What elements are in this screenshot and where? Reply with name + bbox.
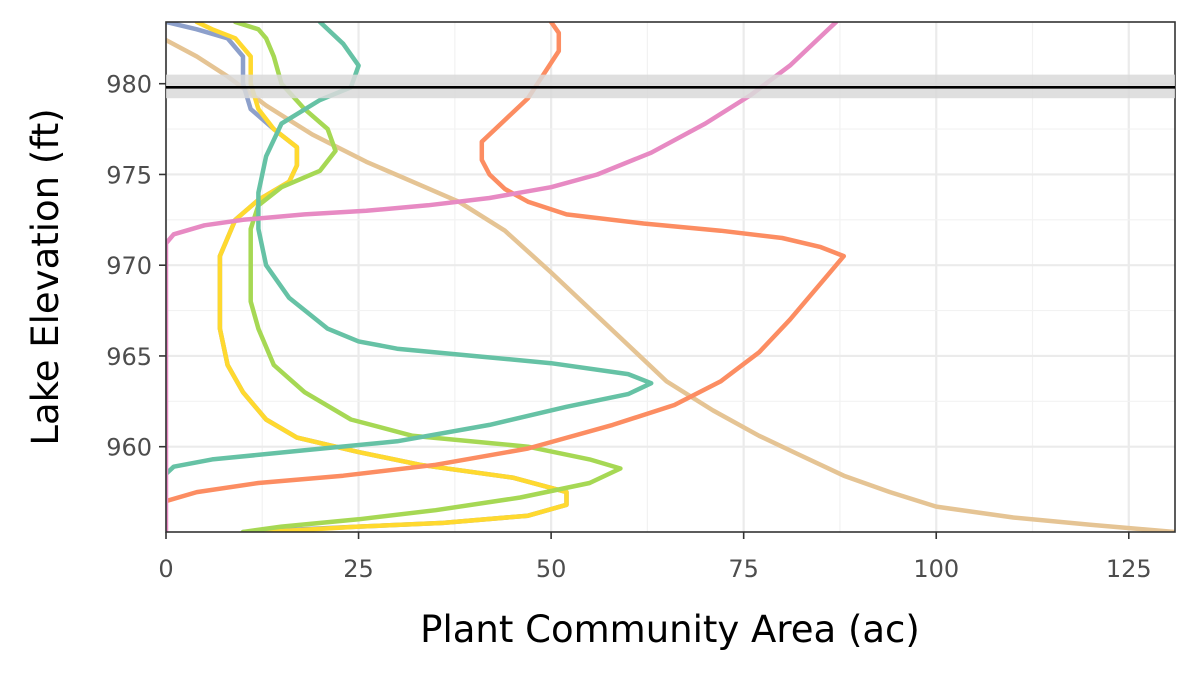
y-axis-title: Lake Elevation (ft) bbox=[24, 108, 67, 445]
y-tick-label: 975 bbox=[106, 161, 152, 189]
plot-border bbox=[165, 21, 1176, 533]
axis-ticks: 0 25 50 75 100 125 960 965 970 975 980 bbox=[106, 71, 1152, 583]
x-tick-label: 25 bbox=[343, 555, 374, 583]
reference-line-group bbox=[166, 74, 1175, 99]
x-tick-label: 75 bbox=[728, 555, 759, 583]
x-axis-title: Plant Community Area (ac) bbox=[420, 608, 920, 651]
series-line-6 bbox=[166, 22, 847, 504]
y-tick-label: 970 bbox=[106, 252, 152, 280]
x-tick-label: 50 bbox=[536, 555, 567, 583]
y-tick-label: 960 bbox=[106, 434, 152, 462]
x-tick-label: 125 bbox=[1106, 555, 1152, 583]
x-tick-label: 100 bbox=[913, 555, 959, 583]
y-tick-label: 980 bbox=[106, 71, 152, 99]
y-tick-label: 965 bbox=[106, 343, 152, 371]
x-tick-label: 0 bbox=[158, 555, 173, 583]
plot-background bbox=[166, 22, 1175, 532]
series-line-7 bbox=[166, 22, 839, 532]
